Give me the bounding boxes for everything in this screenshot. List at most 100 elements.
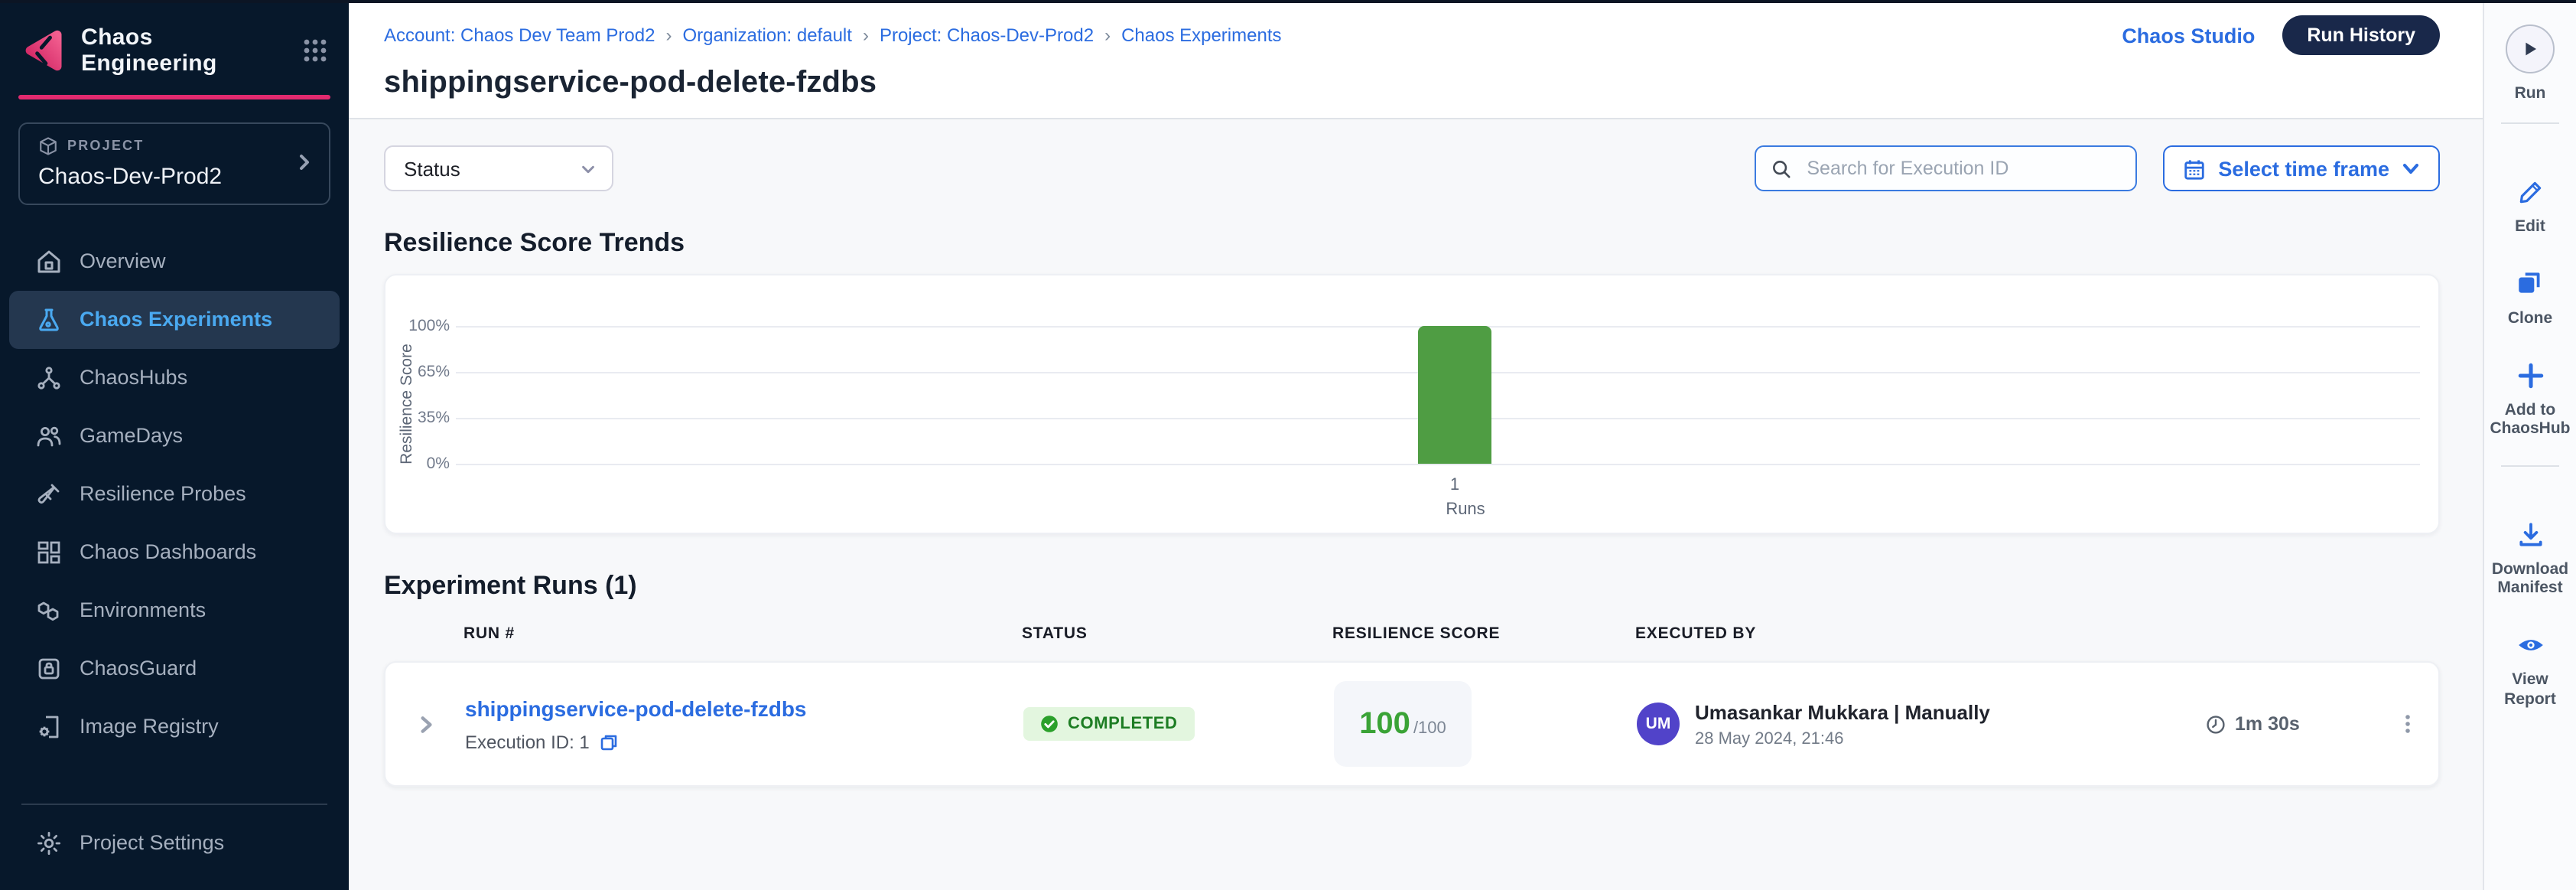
rail-divider: [2501, 465, 2559, 468]
sidebar-item-label: ChaosHubs: [80, 366, 188, 389]
sidebar-divider: [21, 803, 327, 804]
window-top-edge: [0, 0, 2576, 3]
sidebar: Chaos Engineering PROJECT Ch: [0, 0, 349, 890]
sidebar-item-gamedays[interactable]: GameDays: [9, 406, 340, 465]
sidebar-item-project-settings[interactable]: Project Settings: [9, 804, 340, 881]
run-name-cell: shippingservice-pod-delete-fzdbs Executi…: [465, 696, 1023, 752]
sidebar-item-label: Project Settings: [80, 831, 225, 854]
app-grid-icon[interactable]: [303, 38, 327, 63]
people-icon: [35, 422, 63, 449]
add-to-chaoshub-button[interactable]: Add to ChaosHub: [2484, 361, 2576, 438]
duration-cell: 1m 30s: [2206, 713, 2374, 735]
sidebar-item-label: Image Registry: [80, 715, 219, 738]
run-history-button[interactable]: Run History: [2282, 15, 2440, 55]
lock-icon: [35, 654, 63, 682]
breadcrumb-organization[interactable]: Organization: default: [665, 24, 852, 46]
select-time-frame-label: Select time frame: [2218, 157, 2389, 180]
resilience-score-box: 100 /100: [1334, 681, 1472, 767]
page-title: shippingservice-pod-delete-fzdbs: [384, 66, 877, 99]
sidebar-item-chaos-experiments[interactable]: Chaos Experiments: [9, 290, 340, 348]
content-area: Status Select time frame: [349, 119, 2483, 890]
column-resilience-score: RESILIENCE SCORE: [1332, 624, 1501, 643]
brand-row: Chaos Engineering: [0, 0, 349, 77]
pencil-icon: [2516, 178, 2545, 207]
eye-icon: [2516, 631, 2545, 660]
sidebar-item-label: Overview: [80, 249, 166, 272]
chart-bar-run-1[interactable]: [1418, 326, 1491, 464]
status-filter-label: Status: [404, 157, 460, 180]
score-value: 100: [1359, 706, 1410, 740]
edit-label: Edit: [2515, 217, 2545, 236]
chevron-right-icon: [300, 155, 309, 170]
sidebar-item-chaoshubs[interactable]: ChaosHubs: [9, 348, 340, 406]
edit-button[interactable]: Edit: [2515, 178, 2545, 236]
chaos-studio-link[interactable]: Chaos Studio: [2122, 24, 2256, 47]
column-status: STATUS: [1022, 624, 1088, 643]
brand-underline: [18, 95, 330, 99]
sidebar-item-environments[interactable]: Environments: [9, 581, 340, 639]
score-cell: 100 /100: [1334, 681, 1637, 767]
download-manifest-button[interactable]: Download Manifest: [2484, 521, 2576, 598]
clock-icon: [2207, 715, 2225, 733]
sidebar-item-image-registry[interactable]: Image Registry: [9, 697, 340, 755]
plus-icon: [2516, 361, 2545, 390]
select-time-frame-button[interactable]: Select time frame: [2163, 145, 2440, 191]
breadcrumb-account[interactable]: Account: Chaos Dev Team Prod2: [384, 24, 655, 46]
sidebar-item-chaos-dashboards[interactable]: Chaos Dashboards: [9, 523, 340, 581]
chevron-right-icon: [420, 716, 431, 732]
sidebar-item-label: Environments: [80, 598, 207, 621]
sidebar-item-label: Chaos Dashboards: [80, 540, 257, 563]
project-name: Chaos-Dev-Prod2: [38, 163, 223, 189]
check-circle-icon: [1041, 716, 1058, 732]
chart-y-axis-label: Resilience Score: [398, 344, 416, 465]
column-executed-by: EXECUTED BY: [1635, 624, 1757, 643]
sidebar-item-label: Chaos Experiments: [80, 308, 273, 331]
sidebar-item-label: GameDays: [80, 424, 184, 447]
runs-table-header: RUN # STATUS RESILIENCE SCORE EXECUTED B…: [384, 624, 2440, 643]
chevron-down-icon: [582, 165, 594, 173]
run-button[interactable]: Run: [2506, 24, 2555, 103]
sidebar-item-resilience-probes[interactable]: Resilience Probes: [9, 465, 340, 523]
dashboard-icon: [35, 538, 63, 566]
run-name-link[interactable]: shippingservice-pod-delete-fzdbs: [465, 696, 807, 720]
search-icon: [1773, 160, 1791, 178]
chevron-down-icon: [2403, 164, 2418, 174]
run-label: Run: [2514, 84, 2546, 103]
resilience-score-trends-heading: Resilience Score Trends: [384, 228, 685, 257]
breadcrumb-project[interactable]: Project: Chaos-Dev-Prod2: [863, 24, 1094, 46]
view-report-button[interactable]: View Report: [2484, 631, 2576, 708]
chaos-logo-icon: [25, 30, 62, 71]
avatar: UM: [1637, 703, 1680, 745]
sidebar-item-overview[interactable]: Overview: [9, 232, 340, 290]
chart-ytick-100: 100%: [408, 317, 450, 335]
table-row[interactable]: shippingservice-pod-delete-fzdbs Executi…: [384, 661, 2440, 787]
filters-row: Status Select time frame: [384, 145, 2440, 191]
app-title: Chaos Engineering: [81, 24, 217, 77]
status-cell: COMPLETED: [1023, 707, 1334, 741]
copy-icon[interactable]: [600, 732, 619, 751]
sidebar-item-chaosguard[interactable]: ChaosGuard: [9, 639, 340, 697]
row-menu-button[interactable]: [2374, 713, 2441, 735]
clone-button[interactable]: Clone: [2508, 269, 2552, 328]
calendar-icon: [2184, 159, 2205, 179]
project-selector[interactable]: PROJECT Chaos-Dev-Prod2: [18, 122, 330, 204]
sidebar-item-label: Resilience Probes: [80, 482, 246, 505]
chart-x-axis-label: Runs: [1446, 500, 1485, 519]
clone-label: Clone: [2507, 309, 2553, 328]
right-action-toolbar: Run Edit Clone Add to ChaosHub: [2483, 0, 2576, 890]
chart-ytick-0: 0%: [426, 455, 450, 473]
search-input[interactable]: [1804, 156, 2121, 181]
experiment-runs-heading: Experiment Runs (1): [384, 571, 637, 600]
status-filter-dropdown[interactable]: Status: [384, 145, 613, 191]
page-header: Account: Chaos Dev Team Prod2 Organizati…: [349, 0, 2483, 119]
status-badge: COMPLETED: [1023, 707, 1195, 741]
row-expander[interactable]: [385, 714, 465, 734]
executed-at: 28 May 2024, 21:46: [1695, 729, 1844, 748]
breadcrumb-chaos-experiments[interactable]: Chaos Experiments: [1104, 24, 1281, 46]
add-to-chaoshub-label: Add to ChaosHub: [2490, 401, 2571, 438]
duration-value: 1m 30s: [2235, 713, 2300, 735]
chart-ytick-35: 35%: [417, 409, 450, 427]
project-label: PROJECT: [67, 138, 145, 153]
hub-icon: [35, 363, 63, 391]
